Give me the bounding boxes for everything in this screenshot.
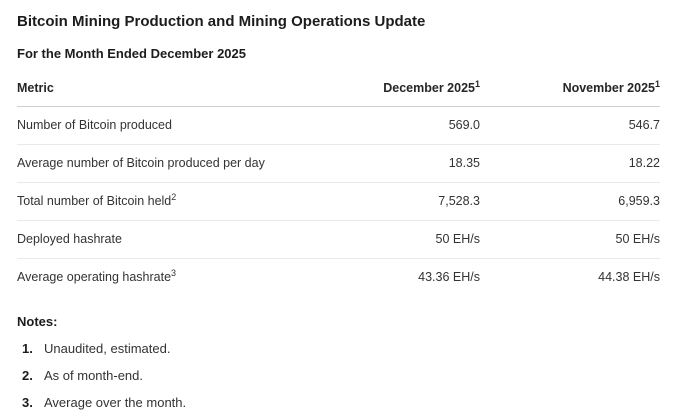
notes-heading: Notes: <box>17 314 58 329</box>
note-text: Average over the month. <box>44 395 187 410</box>
november-value: 6,959.3 <box>480 182 660 221</box>
column-header-december: December 20251 <box>339 74 480 107</box>
december-value: 7,528.3 <box>339 182 480 221</box>
metric-label: Average number of Bitcoin produced per d… <box>17 144 339 183</box>
footnote-marker: 2 <box>171 191 177 202</box>
november-value: 50 EH/s <box>480 220 660 259</box>
page-subtitle: For the Month Ended December 2025 <box>17 46 246 61</box>
note-text: As of month-end. <box>44 368 143 383</box>
december-value: 18.35 <box>339 144 480 183</box>
november-value: 546.7 <box>628 118 660 132</box>
note-item: 1. Unaudited, estimated. <box>17 341 660 357</box>
metric-label: Total number of Bitcoin held2 <box>17 182 339 221</box>
note-number: 2. <box>22 368 33 383</box>
table-row: Deployed hashrate 50 EH/s 50 EH/s <box>17 220 660 259</box>
metric-label: Average operating hashrate3 <box>17 258 339 296</box>
metric-label: Deployed hashrate <box>17 220 339 259</box>
footnote-marker: 1 <box>474 78 480 89</box>
note-item: 2. As of month-end. <box>17 368 660 384</box>
metrics-table: Metric December 20251 November 20251 Num… <box>17 74 660 296</box>
note-text: Unaudited, estimated. <box>44 341 171 356</box>
page-title: Bitcoin Mining Production and Mining Ope… <box>17 13 426 30</box>
table-row: Number of Bitcoin produced 569.0 546.7 <box>17 107 660 145</box>
note-number: 3. <box>22 395 33 410</box>
footnote-marker: 3 <box>171 267 177 278</box>
footnote-marker: 1 <box>654 78 660 89</box>
december-value: 50 EH/s <box>339 220 480 259</box>
december-value: 569.0 <box>448 118 480 132</box>
table-row: Total number of Bitcoin held2 7,528.3 6,… <box>17 182 660 221</box>
metric-label: Number of Bitcoin produced <box>17 118 172 132</box>
table-row: Average operating hashrate3 43.36 EH/s 4… <box>17 258 660 296</box>
table-row: Average number of Bitcoin produced per d… <box>17 144 660 183</box>
notes-list: 1. Unaudited, estimated. 2. As of month-… <box>17 341 660 411</box>
note-item: 3. Average over the month. <box>17 395 660 411</box>
column-header-metric: Metric <box>17 74 339 107</box>
column-header-november: November 20251 <box>480 74 660 107</box>
november-value: 44.38 EH/s <box>480 258 660 296</box>
december-value: 43.36 EH/s <box>339 258 480 296</box>
note-number: 1. <box>22 341 33 356</box>
table-header-row: Metric December 20251 November 20251 <box>17 74 660 107</box>
november-value: 18.22 <box>480 144 660 183</box>
